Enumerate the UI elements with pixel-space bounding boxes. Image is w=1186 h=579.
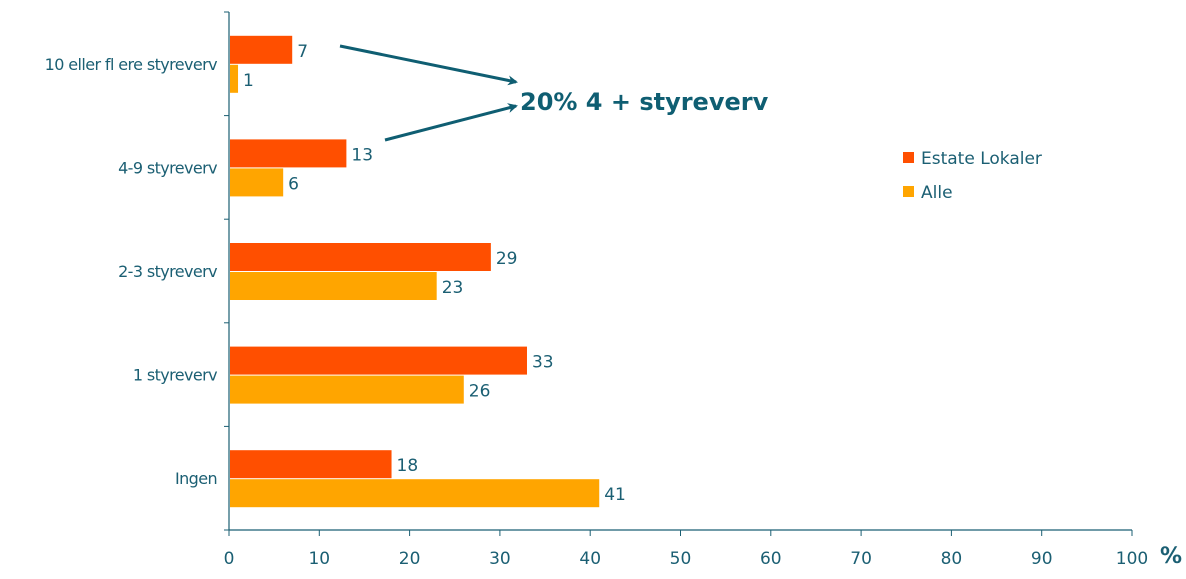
axes: 0 10 20 30 40 50 60 70 80 90 100 — [224, 11, 1148, 569]
labels: 10 eller fl ere styreverv 7 1 4-9 styreverv… — [45, 42, 626, 505]
annotation-text: 20% 4 + styreverv — [520, 88, 769, 116]
bar-estate-lokaler — [230, 243, 491, 271]
category-label: 4-9 styreverv — [118, 158, 217, 177]
category-label: 2-3 styreverv — [118, 262, 217, 281]
x-tick-label: 70 — [850, 549, 872, 569]
x-tick-label: 90 — [1031, 549, 1053, 569]
x-tick-label: 30 — [489, 549, 511, 569]
bar-alle — [230, 64, 239, 93]
data-label-estate-lokaler: 33 — [532, 353, 554, 373]
annotation-arrow-upper — [339, 44, 518, 86]
bars — [230, 35, 600, 508]
bar-alle — [230, 272, 437, 300]
x-tick-label: 0 — [224, 549, 235, 569]
data-label-alle: 26 — [469, 382, 491, 402]
legend-label-alle: Alle — [921, 183, 953, 203]
data-label-estate-lokaler: 13 — [351, 145, 373, 165]
data-label-alle: 1 — [243, 71, 254, 91]
data-label-estate-lokaler: 18 — [397, 456, 419, 476]
x-tick-label: 100 — [1116, 549, 1148, 569]
legend: Estate Lokaler Alle — [903, 149, 1042, 203]
category-label: 1 styreverv — [133, 366, 217, 385]
x-tick-label: 80 — [941, 549, 963, 569]
x-tick-label: 60 — [760, 549, 782, 569]
annotation: 20% 4 + styreverv — [339, 44, 769, 142]
data-label-estate-lokaler: 29 — [496, 249, 518, 269]
x-tick-label: 40 — [579, 549, 601, 569]
category-label: 10 eller fl ere styreverv — [45, 55, 217, 74]
data-label-alle: 6 — [288, 174, 299, 194]
data-label-alle: 23 — [442, 278, 464, 298]
bar-alle — [230, 168, 284, 197]
x-tick-label: 10 — [308, 549, 330, 569]
x-tick-label: 50 — [670, 549, 692, 569]
x-axis-unit: % — [1160, 544, 1182, 569]
legend-label-estate-lokaler: Estate Lokaler — [921, 149, 1042, 169]
x-tick-label: 20 — [399, 549, 421, 569]
legend-swatch-alle — [903, 186, 914, 197]
legend-swatch-estate-lokaler — [903, 152, 914, 163]
category-label: Ingen — [175, 469, 217, 488]
data-label-estate-lokaler: 7 — [297, 42, 308, 62]
annotation-arrow-lower — [384, 103, 518, 142]
bar-alle — [230, 375, 464, 404]
data-label-alle: 41 — [604, 485, 626, 505]
bar-alle — [230, 479, 600, 508]
bar-estate-lokaler — [230, 35, 293, 64]
bar-estate-lokaler — [230, 346, 527, 375]
bar-estate-lokaler — [230, 450, 392, 479]
bar-estate-lokaler — [230, 139, 347, 168]
